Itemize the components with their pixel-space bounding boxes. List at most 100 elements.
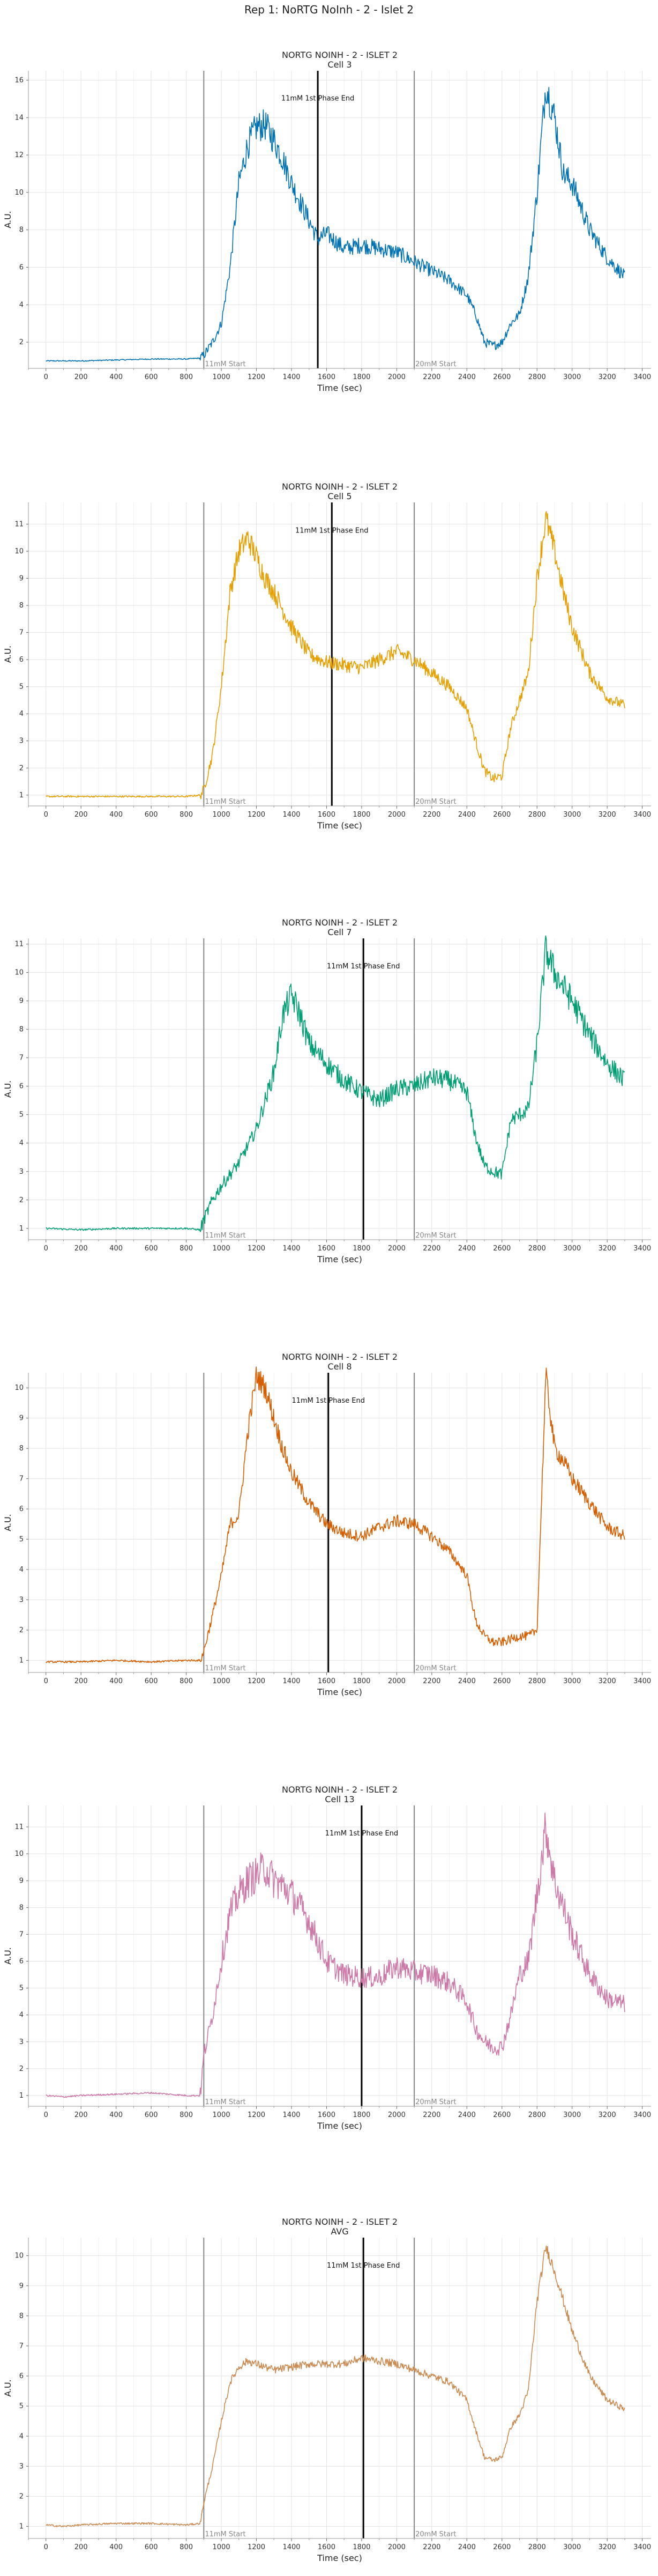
x-tick-label: 1800 [353, 2111, 370, 2119]
x-tick-label: 2800 [528, 2111, 546, 2119]
x-tick-label: 3000 [563, 2543, 581, 2551]
x-tick-label: 2800 [528, 373, 546, 381]
x-tick-label: 2600 [493, 1677, 511, 1685]
y-tick-label: 5 [19, 1985, 24, 1993]
x-tick-label: 600 [145, 2111, 158, 2119]
event-label: 20mM Start [415, 1232, 456, 1240]
x-tick-label: 1800 [353, 811, 370, 819]
x-tick-label: 1600 [318, 1677, 335, 1685]
x-tick-label: 800 [180, 2543, 193, 2551]
y-tick-label: 7 [19, 1475, 24, 1483]
y-axis-label: A.U. [3, 1947, 13, 1965]
x-tick-label: 3400 [633, 811, 651, 819]
x-tick-label: 2200 [423, 373, 440, 381]
x-tick-label: 800 [180, 2111, 193, 2119]
x-tick-label: 1000 [213, 2543, 230, 2551]
event-label: 11mM Start [205, 1664, 245, 1672]
x-tick-label: 2200 [423, 1677, 440, 1685]
y-tick-label: 8 [19, 1445, 24, 1453]
x-tick-label: 2200 [423, 2111, 440, 2119]
chart-title: NORTG NOINH - 2 - ISLET 2 [282, 917, 398, 928]
y-axis-label: A.U. [3, 1080, 13, 1098]
chart-subtitle: Cell 5 [327, 491, 352, 501]
x-tick-label: 1400 [282, 1245, 300, 1253]
y-tick-label: 3 [19, 1596, 24, 1604]
series-line [46, 1812, 625, 2098]
x-tick-label: 3200 [599, 2543, 616, 2551]
x-tick-label: 1000 [213, 373, 230, 381]
y-tick-label: 7 [19, 629, 24, 637]
x-tick-label: 3000 [563, 1245, 581, 1253]
x-tick-label: 3400 [633, 2543, 651, 2551]
x-tick-label: 3400 [633, 1245, 651, 1253]
event-label: 20mM Start [415, 2098, 456, 2106]
event-label: 11mM Start [205, 2098, 245, 2106]
y-axis-label: A.U. [3, 2379, 13, 2397]
y-tick-label: 5 [19, 1536, 24, 1544]
x-tick-label: 2000 [388, 1245, 406, 1253]
x-tick-label: 2200 [423, 2543, 440, 2551]
x-tick-label: 2600 [493, 373, 511, 381]
y-tick-label: 7 [19, 1930, 24, 1938]
x-tick-label: 200 [74, 373, 88, 381]
event-label: 20mM Start [415, 360, 456, 368]
x-tick-label: 1600 [318, 1245, 335, 1253]
series-line [46, 87, 625, 362]
x-tick-label: 2600 [493, 1245, 511, 1253]
event-label: 11mM Start [205, 798, 245, 806]
y-tick-label: 3 [19, 1168, 24, 1176]
x-tick-label: 1200 [248, 811, 265, 819]
x-tick-label: 2600 [493, 2543, 511, 2551]
x-tick-label: 3400 [633, 1677, 651, 1685]
y-tick-label: 5 [19, 683, 24, 691]
x-tick-label: 1600 [318, 2111, 335, 2119]
y-tick-label: 9 [19, 575, 24, 583]
y-tick-label: 5 [19, 2402, 24, 2410]
x-tick-label: 1400 [282, 1677, 300, 1685]
event-label: 20mM Start [415, 1664, 456, 1672]
x-tick-label: 2200 [423, 1245, 440, 1253]
y-tick-label: 9 [19, 2282, 24, 2290]
phase-end-label: 11mM 1st Phase End [327, 2262, 400, 2270]
y-tick-label: 11 [14, 520, 24, 528]
x-tick-label: 600 [145, 373, 158, 381]
x-tick-label: 800 [180, 1245, 193, 1253]
y-tick-label: 2 [19, 2492, 24, 2500]
y-axis-label: A.U. [3, 1514, 13, 1531]
chart-title: NORTG NOINH - 2 - ISLET 2 [282, 1785, 398, 1795]
x-tick-label: 1800 [353, 1677, 370, 1685]
y-tick-label: 2 [19, 2065, 24, 2073]
x-axis-label: Time (sec) [317, 1687, 362, 1697]
figure-title: Rep 1: NoRTG NoInh - 2 - Islet 2 [244, 3, 414, 16]
x-tick-label: 600 [145, 1245, 158, 1253]
x-tick-label: 3200 [599, 1245, 616, 1253]
x-tick-label: 1600 [318, 2543, 335, 2551]
x-tick-label: 1000 [213, 1677, 230, 1685]
y-tick-label: 2 [19, 1626, 24, 1634]
y-tick-label: 6 [19, 2372, 24, 2380]
x-tick-label: 2000 [388, 2543, 406, 2551]
x-axis-label: Time (sec) [317, 2553, 362, 2563]
x-tick-label: 2400 [458, 811, 476, 819]
y-tick-label: 6 [19, 656, 24, 664]
y-tick-label: 16 [14, 76, 24, 84]
x-tick-label: 200 [74, 1245, 88, 1253]
x-tick-label: 200 [74, 2111, 88, 2119]
x-tick-label: 600 [145, 811, 158, 819]
x-tick-label: 3400 [633, 373, 651, 381]
x-tick-label: 1400 [282, 2111, 300, 2119]
x-axis-label: Time (sec) [317, 2121, 362, 2131]
x-tick-label: 2400 [458, 373, 476, 381]
x-tick-label: 0 [44, 1245, 48, 1253]
x-tick-label: 0 [44, 811, 48, 819]
x-tick-label: 400 [109, 811, 123, 819]
x-tick-label: 800 [180, 373, 193, 381]
y-tick-label: 4 [19, 2011, 24, 2019]
x-tick-label: 2400 [458, 2543, 476, 2551]
y-tick-label: 4 [19, 1139, 24, 1148]
chart-title: NORTG NOINH - 2 - ISLET 2 [282, 2217, 398, 2227]
